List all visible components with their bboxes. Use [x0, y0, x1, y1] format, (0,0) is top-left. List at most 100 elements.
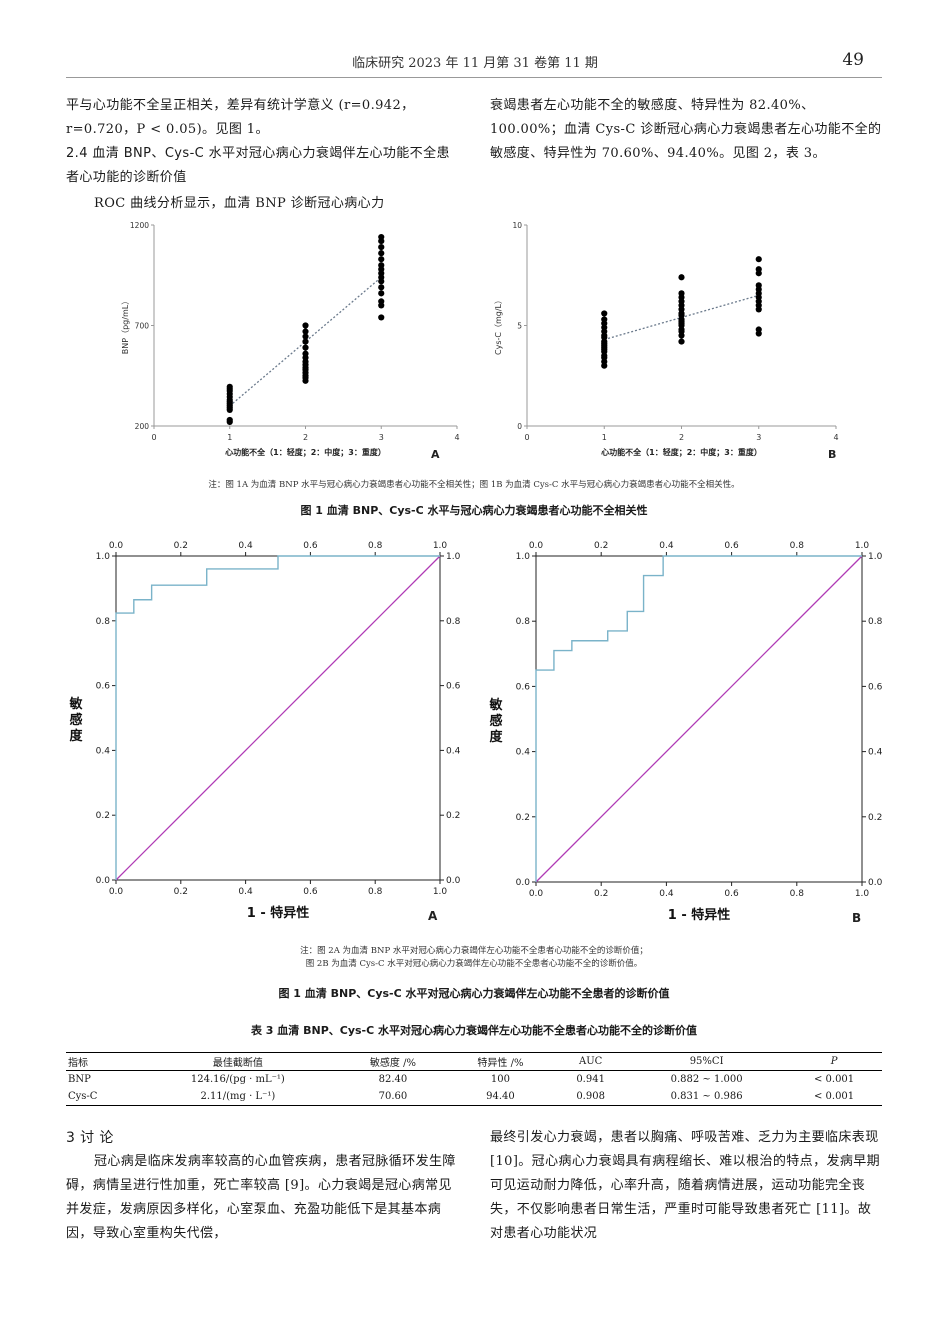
x-tick-label: 0	[151, 433, 156, 442]
figure2-roc-curves: 0.0 0.0 0.0 0.0 0.2 0.2 0.2 0.2 0.4 0.4 0.4 0.4 0.6 0…	[68, 541, 883, 925]
x-tick-label: 2	[303, 433, 308, 442]
paragraph: 平与心功能不全呈正相关，差异有统计学意义 (r=0.942，r=0.720，P …	[66, 98, 415, 137]
panel-label: A	[428, 909, 438, 923]
right-tick-label: 0.8	[446, 617, 461, 627]
table-cell: < 0.001	[813, 1074, 855, 1085]
data-point	[755, 282, 762, 289]
x-tick-label: 2	[679, 433, 684, 442]
data-point	[378, 284, 385, 291]
x-tick-label: 0.8	[790, 889, 805, 899]
data-point	[302, 344, 309, 351]
table-cell: 2.11/(mg · L⁻¹)	[200, 1091, 276, 1102]
table-cell: 0.831 ~ 0.986	[670, 1091, 743, 1102]
x-tick-label: 0.2	[174, 887, 188, 897]
paragraph: ROC 曲线分析显示，血清 BNP 诊断冠心病心力	[94, 196, 385, 211]
reference-line	[115, 555, 441, 881]
y-tick-label: 0.4	[516, 748, 531, 758]
right-tick-label: 0.2	[446, 811, 460, 821]
figure1-note: 注：图 1A 为血清 BNP 水平与冠心病心力衰竭患者心功能不全相关性；图 1B…	[208, 480, 740, 490]
top-tick-label: 0.0	[529, 541, 544, 551]
x-tick-label: 1.0	[433, 887, 448, 897]
paragraph: 冠心病是临床发病率较高的心血管疾病，患者冠脉循环发生障碍，病情呈进行性加重，死亡…	[66, 1154, 456, 1241]
y-tick-label: 0.4	[96, 746, 111, 756]
section-title: 2.4 血清 BNP、Cys-C 水平对冠心病心力衰竭伴左心功能不全患者心功能的…	[66, 146, 450, 185]
data-point	[601, 316, 608, 323]
right-tick-label: 0.2	[868, 813, 882, 823]
table-header-cell: 敏感度 /%	[339, 1052, 447, 1071]
table-row: BNP 124.16/(pg · mL⁻¹) 82.40 100 0.941 0…	[66, 1071, 882, 1089]
data-point	[755, 266, 762, 273]
table-row: Cys-C 2.11/(mg · L⁻¹) 70.60 94.40 0.908 …	[66, 1088, 882, 1106]
top-tick-label: 0.8	[790, 541, 805, 551]
discussion-heading: 3 讨 论	[66, 1130, 114, 1146]
x-tick-label: 0.6	[303, 887, 318, 897]
x-tick-label: 0.4	[659, 889, 674, 899]
top-tick-label: 0.2	[594, 541, 608, 551]
data-point	[302, 333, 309, 340]
data-point	[378, 233, 385, 241]
top-tick-label: 0.4	[238, 541, 253, 551]
table-cell: 70.60	[378, 1091, 408, 1102]
roc-curve	[115, 555, 440, 880]
table-header-row: 指标 最佳截断值 敏感度 /% 特异性 /% AUC 95%CI P	[66, 1052, 882, 1071]
top-tick-label: 0.6	[724, 541, 739, 551]
paragraph: 最终引发心力衰竭，患者以胸痛、呼吸苦难、乏力为主要临床表现 [10]。冠心病心力…	[490, 1130, 881, 1241]
y-tick-label: 0.0	[96, 876, 111, 886]
right-top-column: 衰竭患者左心功能不全的敏感度、特异性为 82.40%、100.00%；血清 Cy…	[490, 94, 882, 166]
y-tick-label: 0.0	[516, 878, 531, 888]
data-point	[678, 274, 685, 281]
y-tick-label: 1.0	[516, 552, 531, 562]
table-header-cell: 特异性 /%	[446, 1052, 555, 1071]
x-tick-label: 3	[379, 433, 384, 442]
data-point	[678, 338, 685, 345]
panel-label: B	[828, 448, 836, 461]
table-cell: Cys-C	[68, 1091, 98, 1102]
x-tick-label: 0	[524, 433, 529, 442]
right-tick-label: 0.4	[868, 748, 883, 758]
data-point	[302, 328, 309, 335]
figure2-note-line2: 图 2B 为血清 Cys-C 水平对冠心病心力衰竭伴左心功能不全患者心功能不全的…	[305, 959, 643, 969]
y-tick-label: 5	[517, 322, 522, 331]
y-tick-label: 700	[135, 322, 150, 331]
table-header-cell: 最佳截断值	[136, 1052, 340, 1071]
journal-header: 临床研究 2023 年 11 月第 31 卷第 11 期	[352, 56, 598, 71]
y-tick-label: 1.0	[96, 552, 111, 562]
reference-line	[535, 555, 863, 883]
y-axis-label: BNP（pg/mL）	[121, 297, 130, 354]
top-tick-label: 0.0	[109, 541, 124, 551]
x-axis-label: 1 - 特异性	[247, 905, 310, 921]
right-tick-label: 0.0	[868, 878, 883, 888]
table3-title: 表 3 血清 BNP、Cys-C 水平对冠心病心力衰竭伴左心功能不全患者心功能不…	[250, 1024, 698, 1037]
y-tick-label: 0.2	[516, 813, 530, 823]
x-tick-label: 1.0	[855, 889, 870, 899]
y-tick-label: 0.6	[516, 682, 531, 692]
top-tick-label: 0.8	[368, 541, 383, 551]
x-tick-label: 0.8	[368, 887, 383, 897]
data-point	[302, 322, 309, 329]
data-point	[302, 338, 309, 345]
trend-line	[229, 276, 382, 407]
data-point	[755, 326, 762, 333]
data-point	[378, 290, 385, 297]
data-point	[378, 262, 385, 269]
right-tick-label: 0.6	[446, 682, 461, 692]
right-tick-label: 1.0	[446, 552, 461, 562]
header-rule	[66, 77, 882, 78]
table-header-cell: 指标	[66, 1052, 137, 1071]
y-tick-label: 0.8	[96, 617, 111, 627]
figure1-caption: 图 1 血清 BNP、Cys-C 水平与冠心病心力衰竭患者心功能不全相关性	[300, 504, 648, 517]
data-point	[302, 350, 309, 357]
figure2-note-line1: 注：图 2A 为血清 BNP 水平对冠心病心力衰竭伴左心功能不全患者心功能不全的…	[300, 946, 648, 956]
x-tick-label: 0.2	[594, 889, 608, 899]
right-tick-label: 0.4	[446, 746, 461, 756]
top-tick-label: 0.4	[659, 541, 674, 551]
x-tick-label: 3	[756, 433, 761, 442]
table-cell: 0.908	[576, 1091, 605, 1102]
x-tick-label: 1	[227, 433, 232, 442]
y-tick-label: 10	[512, 221, 522, 230]
y-tick-label: 200	[135, 422, 150, 431]
table-header-cell: 95%CI	[627, 1052, 787, 1071]
table-cell: 100	[490, 1074, 510, 1085]
table-cell: 124.16/(pg · mL⁻¹)	[190, 1074, 285, 1085]
data-point	[378, 244, 385, 251]
